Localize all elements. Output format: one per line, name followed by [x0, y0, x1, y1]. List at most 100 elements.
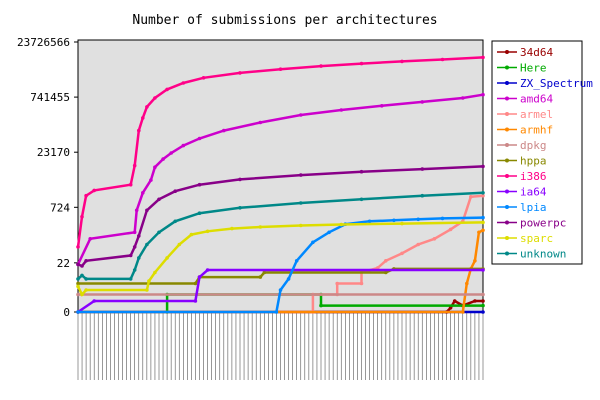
chart-title: Number of submissions per architectures	[132, 13, 437, 28]
data-point	[299, 173, 303, 177]
data-point	[481, 310, 485, 314]
legend-marker	[505, 189, 509, 194]
legend-marker	[505, 50, 509, 54]
data-point	[197, 136, 202, 141]
legend-item: ZX_Spectrum	[497, 77, 593, 90]
legend-item: lpia	[497, 201, 547, 214]
legend-label: dpkg	[520, 139, 547, 152]
legend-item: i386	[497, 170, 547, 183]
data-point	[157, 197, 161, 202]
data-point	[177, 242, 182, 247]
data-point	[440, 216, 445, 221]
series-line	[76, 56, 484, 248]
y-tick-label: 0	[63, 306, 70, 319]
data-point	[319, 64, 323, 68]
data-point	[165, 256, 169, 260]
data-point	[169, 151, 173, 155]
data-point	[153, 96, 157, 100]
data-point	[335, 281, 340, 286]
data-point	[339, 222, 344, 227]
series-lpia	[76, 215, 485, 314]
data-point	[481, 292, 485, 297]
series-sparc	[76, 220, 485, 297]
data-point	[367, 219, 372, 224]
data-point	[145, 208, 149, 213]
data-point	[481, 303, 485, 308]
data-point	[92, 299, 96, 303]
data-point	[76, 292, 80, 297]
data-point	[311, 240, 315, 245]
data-point	[181, 81, 186, 85]
data-point	[134, 208, 139, 213]
legend-item: hppa	[497, 155, 547, 168]
legend-item: dpkg	[497, 139, 547, 152]
y-axis: 0 22 724 23170 741455 23726566	[17, 36, 78, 319]
data-point	[420, 167, 425, 171]
data-point	[128, 182, 133, 187]
series-amd64	[76, 92, 485, 267]
legend-marker	[505, 65, 509, 70]
data-point	[299, 201, 303, 205]
data-point	[197, 182, 202, 187]
data-point	[132, 268, 137, 272]
data-point	[286, 277, 291, 281]
data-point	[432, 237, 437, 241]
data-point	[384, 259, 388, 263]
legend-label: 34d64	[520, 46, 553, 59]
data-point	[153, 270, 157, 275]
data-point	[141, 116, 145, 120]
data-point	[416, 242, 421, 247]
data-point	[384, 270, 388, 275]
data-point	[473, 299, 477, 303]
data-point	[299, 223, 303, 228]
data-point	[193, 299, 198, 303]
legend-marker	[505, 158, 509, 163]
data-point	[193, 281, 198, 286]
data-point	[420, 193, 425, 198]
data-point	[157, 230, 161, 235]
data-point	[481, 299, 485, 303]
legend-item: unknown	[497, 248, 566, 261]
y-tick-label: 22	[57, 257, 70, 270]
legend-label: hppa	[520, 155, 547, 168]
y-tick-label: 23170	[37, 146, 70, 159]
data-point	[359, 169, 364, 174]
y-tick-label: 724	[50, 201, 70, 214]
data-point	[420, 100, 425, 104]
data-point	[469, 195, 473, 199]
data-point	[153, 165, 157, 169]
data-point	[473, 259, 477, 263]
data-point	[440, 57, 445, 62]
data-point	[88, 237, 92, 241]
data-point	[132, 163, 137, 168]
data-point	[238, 71, 242, 75]
legend-label: i386	[520, 170, 547, 183]
data-point	[76, 262, 80, 267]
data-point	[448, 306, 453, 310]
data-point	[147, 279, 151, 283]
data-point	[137, 256, 141, 260]
data-point	[205, 229, 210, 234]
data-point	[481, 55, 485, 60]
data-point	[481, 191, 485, 195]
data-point	[189, 232, 194, 237]
legend-label: amd64	[520, 93, 553, 106]
data-point	[278, 288, 283, 292]
data-point	[400, 221, 404, 226]
data-point	[230, 226, 234, 231]
data-point	[137, 234, 141, 238]
legend-item: Here	[497, 62, 547, 75]
legend-item: ia64	[497, 186, 547, 199]
data-point	[145, 105, 149, 109]
data-point	[258, 275, 263, 279]
data-point	[448, 227, 453, 232]
data-point	[132, 245, 137, 249]
data-point	[481, 164, 485, 169]
data-point	[197, 275, 202, 279]
data-point	[477, 230, 481, 235]
data-point	[76, 277, 80, 281]
legend-marker	[505, 81, 509, 85]
data-point	[149, 178, 153, 182]
data-point	[481, 228, 485, 233]
